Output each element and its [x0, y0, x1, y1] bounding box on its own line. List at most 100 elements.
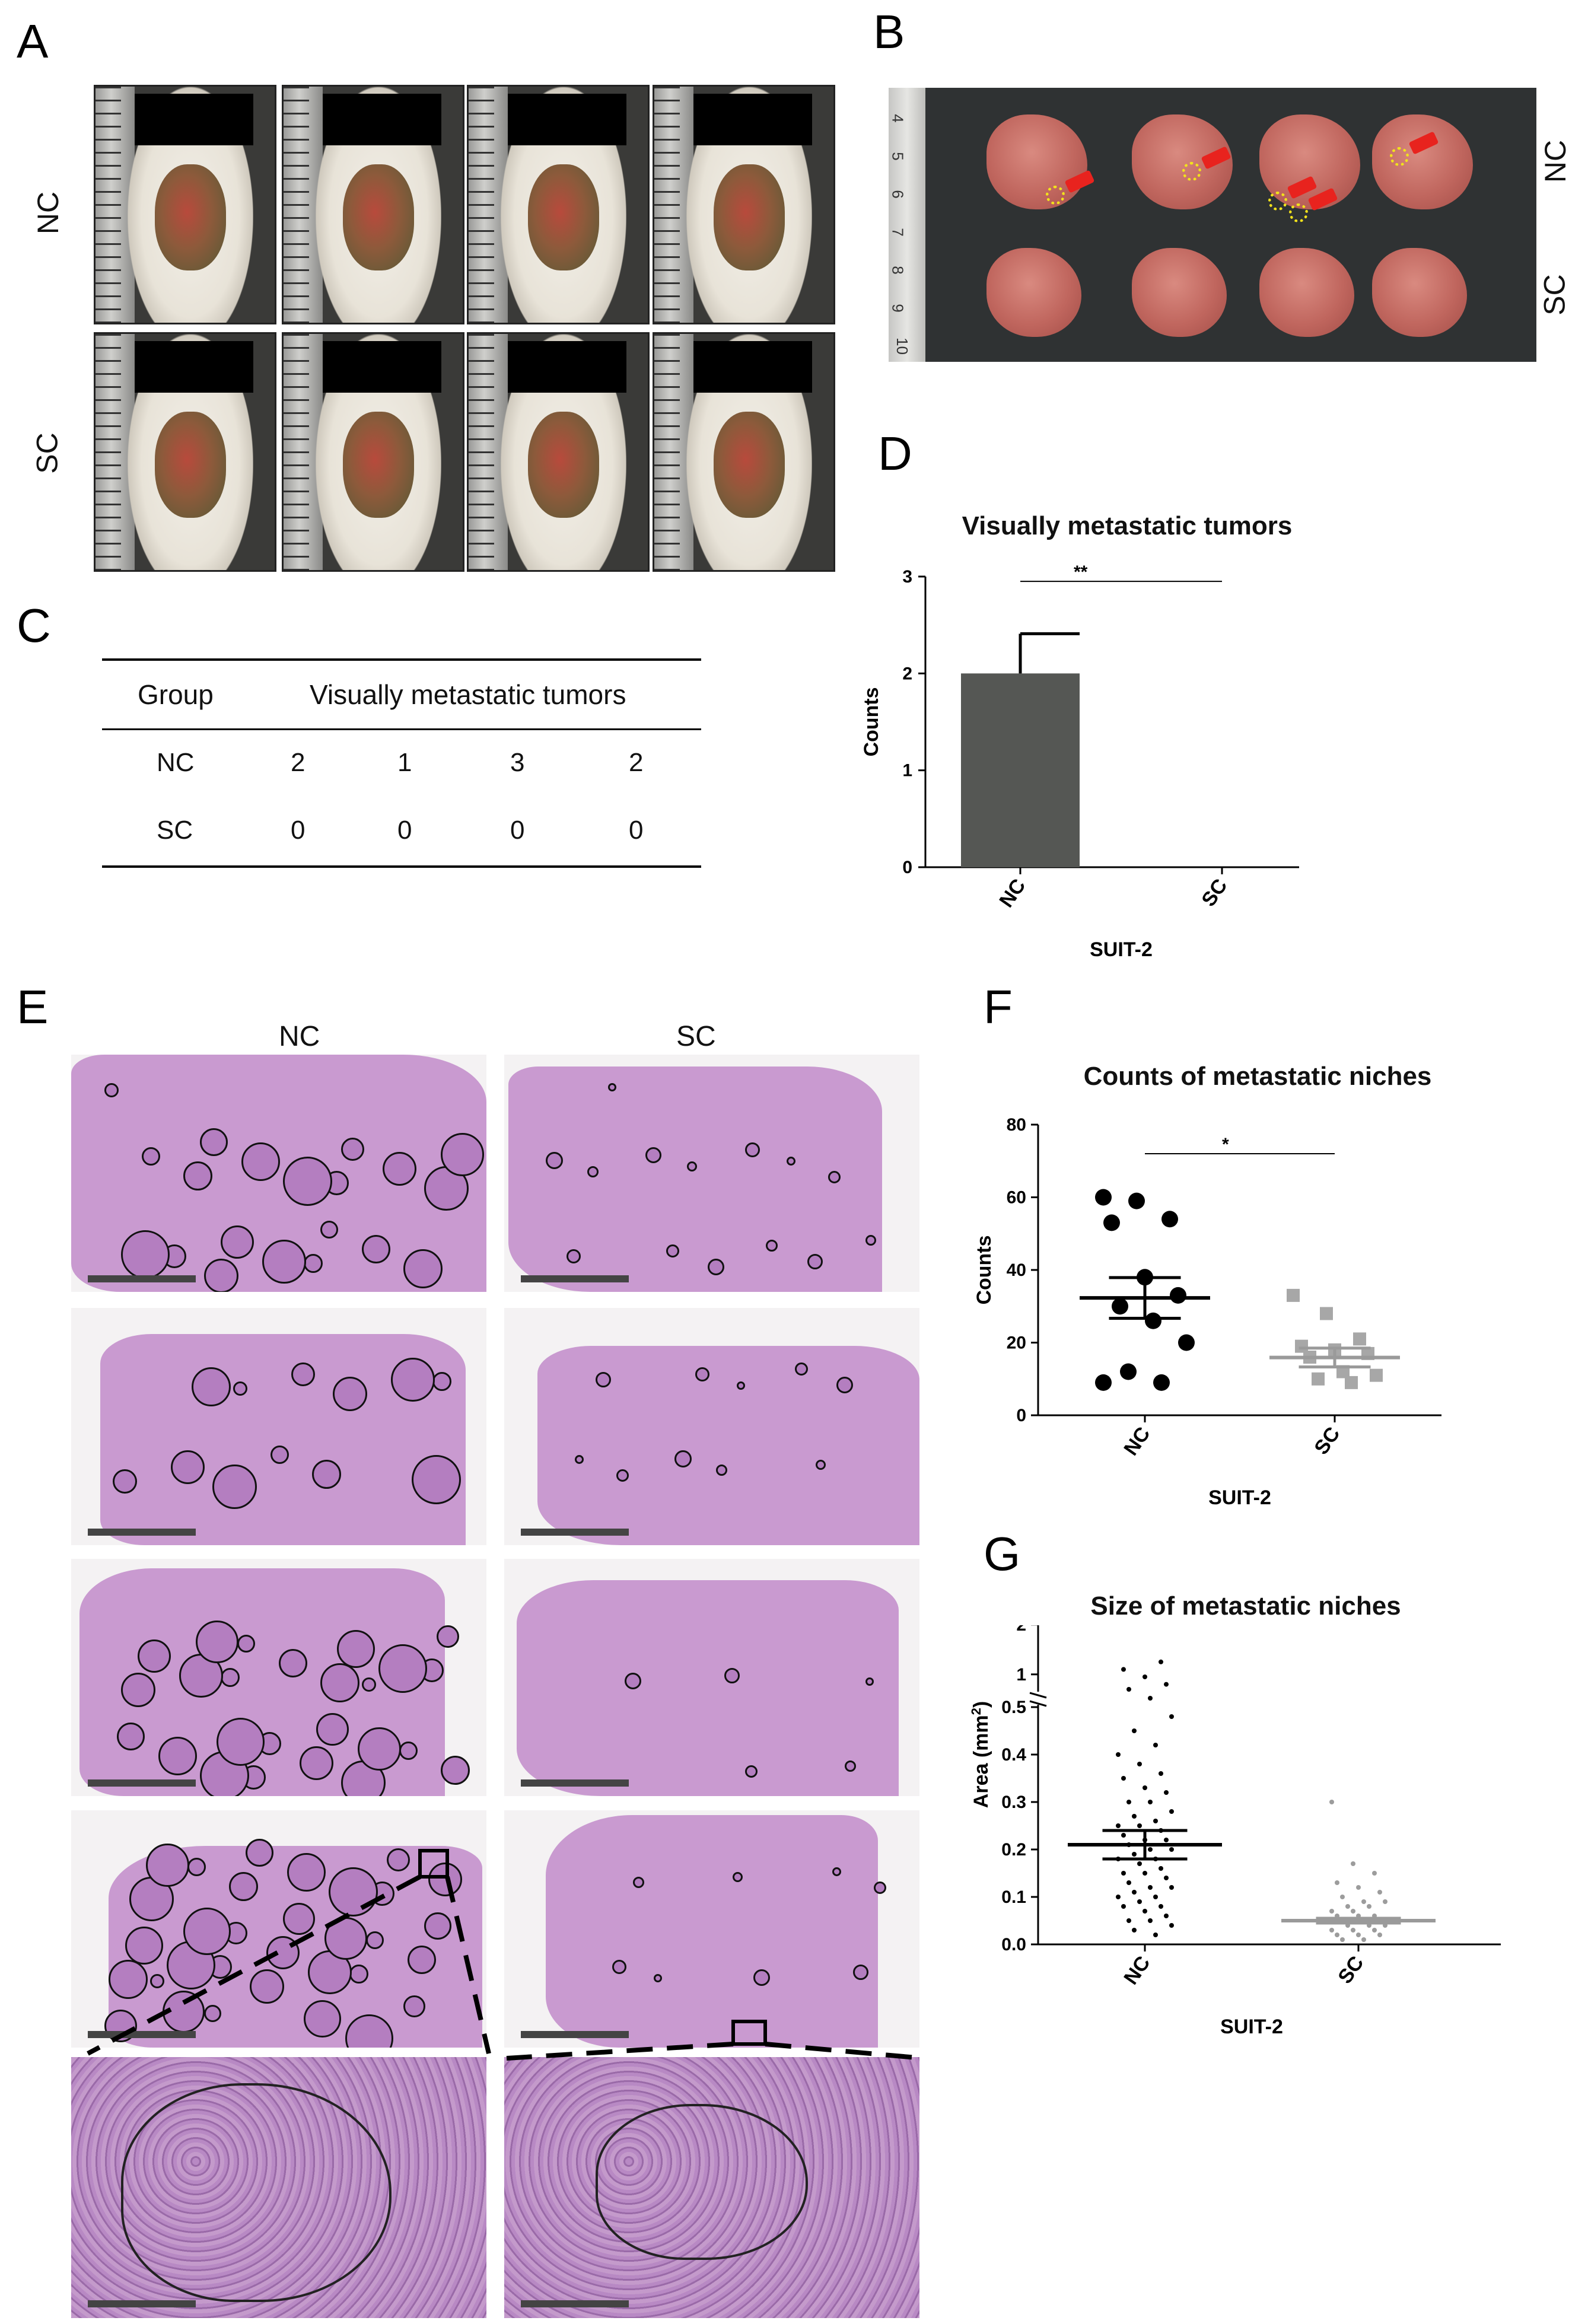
metastatic-niche	[250, 1969, 284, 2004]
liver-sc-1	[986, 248, 1081, 337]
tumor-marker	[1289, 203, 1308, 222]
metastatic-niche	[187, 1858, 206, 1876]
metastatic-niche	[836, 1377, 853, 1393]
niche-outline	[121, 2083, 392, 2302]
data-point	[1169, 1809, 1174, 1814]
x-tick-label: SC	[1334, 1952, 1368, 1988]
data-point	[1370, 1368, 1383, 1382]
metastatic-niche	[654, 1974, 662, 1982]
niche-outline	[596, 2104, 808, 2261]
bar-nc	[961, 673, 1080, 867]
metastatic-niche	[283, 1903, 315, 1935]
histology-section-nc-1	[71, 1055, 486, 1292]
metastatic-niche	[737, 1381, 745, 1390]
metastatic-niche	[753, 1969, 770, 1986]
metastatic-niche	[204, 2005, 221, 2022]
metastatic-niche	[279, 1649, 307, 1677]
metastatic-niche	[845, 1760, 856, 1772]
metastatic-niche	[745, 1765, 758, 1778]
ruler-number: 7	[889, 228, 907, 237]
metastatic-niche	[362, 1235, 390, 1263]
x-tick-label: SC	[1310, 1423, 1344, 1459]
x-tick-label: NC	[1119, 1952, 1154, 1989]
metastatic-niche	[865, 1677, 874, 1686]
data-point	[1351, 1909, 1355, 1914]
ruler-number: 8	[889, 266, 907, 275]
x-axis-label: SUIT-2	[1220, 2016, 1283, 2038]
metastatic-niche	[733, 1872, 743, 1882]
mouse-photo-nc-3	[467, 85, 650, 324]
tissue-body	[508, 1067, 882, 1292]
mouse-photo-nc-4	[653, 85, 835, 324]
y-tick-label: 0	[1016, 1406, 1026, 1425]
liver-sc-4	[1372, 248, 1467, 337]
data-point	[1340, 1937, 1345, 1942]
abdomen	[527, 412, 600, 518]
data-point	[1340, 1895, 1345, 1899]
metastatic-niche	[329, 1867, 378, 1916]
data-point	[1351, 1928, 1355, 1933]
data-point	[1121, 1667, 1126, 1672]
metastatic-niche	[437, 1625, 459, 1648]
panel-letter-g: G	[984, 1527, 1021, 1580]
bar-chart-d: 0 1 2 3 NC SC ** SUIT-2 Counts	[860, 562, 1299, 961]
data-point	[1143, 1674, 1147, 1679]
data-point	[1143, 1871, 1147, 1876]
data-point	[1116, 1895, 1121, 1899]
metastatic-niche	[300, 1746, 333, 1780]
metastatic-niche	[104, 1083, 119, 1097]
data-point	[1132, 1728, 1137, 1733]
y-tick-label: 1	[902, 761, 912, 781]
data-point	[1128, 1192, 1145, 1209]
scale-bar	[88, 1275, 196, 1282]
metastatic-niche	[237, 1635, 255, 1653]
panel-letter-d: D	[878, 427, 912, 480]
mouse-photo-sc-4	[653, 332, 835, 572]
data-point	[1148, 1918, 1153, 1923]
metastatic-niche	[716, 1465, 727, 1476]
metastatic-niche	[320, 1221, 338, 1239]
data-point	[1159, 1866, 1163, 1871]
chart-g-title: Size of metastatic niches	[1090, 1591, 1401, 1621]
data-point	[1121, 1776, 1126, 1781]
metastatic-niche	[316, 1713, 349, 1746]
y-axis-label: Area (mm2)	[969, 1701, 993, 1808]
y-tick-label: 1	[1016, 1665, 1026, 1685]
data-point	[1137, 1762, 1142, 1766]
metastatic-niche	[291, 1362, 315, 1386]
axis-break-mark	[1029, 1692, 1047, 1699]
data-point	[1351, 1861, 1355, 1866]
abdomen	[342, 412, 415, 518]
metastatic-niche	[221, 1225, 254, 1259]
data-point	[1164, 1914, 1169, 1918]
metastatic-niche	[403, 1249, 443, 1288]
metastatic-niche	[795, 1362, 808, 1376]
data-point	[1126, 1687, 1131, 1692]
metastatic-niche	[608, 1083, 616, 1091]
panel-letter-c: C	[17, 599, 51, 652]
data-point	[1345, 1904, 1350, 1909]
metastatic-niche	[403, 1995, 425, 2017]
metastatic-niche	[366, 1931, 384, 1949]
metastatic-niche	[121, 1230, 170, 1279]
histology-col-label-sc: SC	[676, 1021, 716, 1052]
scale-bar	[521, 2031, 629, 2038]
tumor-marker	[1182, 162, 1201, 181]
metastatic-niche	[575, 1455, 584, 1464]
axis-break-mark	[1029, 1700, 1047, 1707]
scale-bar	[88, 2031, 196, 2038]
data-point	[1148, 1800, 1153, 1804]
liver-nc-1	[986, 114, 1087, 209]
tissue-body	[546, 1815, 878, 2048]
metastatic-niche	[217, 1718, 265, 1766]
liver-sc-3	[1259, 248, 1354, 337]
metastatic-niche	[828, 1171, 841, 1183]
data-point	[1329, 1909, 1334, 1914]
table-header-tumors: Visually metastatic tumors	[310, 679, 626, 710]
metastatic-niche	[865, 1235, 876, 1246]
scale-bar	[88, 1529, 196, 1536]
data-point	[1356, 1885, 1361, 1890]
metastatic-niche	[387, 1848, 410, 1871]
metastatic-niche	[633, 1877, 644, 1888]
y-tick-label: 80	[1007, 1115, 1026, 1135]
